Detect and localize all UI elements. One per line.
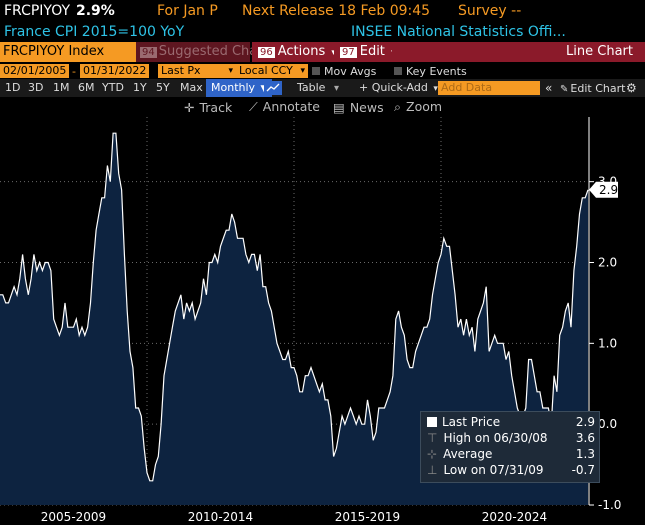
range-3d[interactable]: 3D — [28, 81, 44, 94]
for-label: For Jan P — [157, 3, 218, 19]
chart-grid — [0, 117, 588, 506]
range-1m[interactable]: 1M — [53, 81, 70, 94]
news-icon: ▤ — [333, 99, 345, 115]
gear-icon[interactable]: ⚙ — [626, 81, 637, 95]
x-tick-label: 2015-2019 — [335, 510, 400, 524]
x-tick-label: 2010-2014 — [188, 510, 253, 524]
range-ytd[interactable]: YTD — [102, 81, 124, 94]
chevron-down-icon: ▾ — [300, 66, 305, 76]
legend-box: Last Price 2.9 ⊤ High on 06/30/08 3.6 ⊹ Av… — [420, 411, 600, 483]
last-value-marker: 2.9 — [589, 181, 618, 198]
toolbar-row: FRCPIYOY Index 94 Suggested Charts 96 Acti… — [0, 42, 645, 62]
zoom-tool[interactable]: ⌕ Zoom — [394, 99, 443, 114]
price-field-select[interactable]: Last Px ▾ — [158, 64, 236, 78]
start-date-field[interactable]: 02/01/2005 — [0, 64, 70, 78]
y-tick-label: 0.0 — [598, 417, 617, 431]
checkbox-icon — [394, 66, 402, 75]
annotate-tool[interactable]: ⟋ Annotate — [249, 99, 320, 114]
high-marker-icon: ⊤ — [427, 431, 438, 445]
range-5y[interactable]: 5Y — [156, 81, 170, 94]
low-marker-icon: ⊥ — [427, 463, 438, 477]
suggested-charts-button[interactable]: 94 Suggested Charts — [136, 42, 274, 62]
chevron-down-icon: ▾ — [228, 66, 233, 76]
last-value-label: 2.9 — [599, 183, 618, 197]
chevron-down-icon: ▾ — [331, 48, 336, 58]
pencil-icon: ✎ — [560, 83, 569, 95]
collapse-icon[interactable]: « — [545, 81, 553, 95]
range-1y[interactable]: 1Y — [133, 81, 147, 94]
range-1d[interactable]: 1D — [5, 81, 21, 94]
table-button[interactable]: Table — [297, 81, 326, 94]
settings-row: 02/01/2005 - 01/31/2022 Last Px ▾ Local … — [0, 63, 645, 79]
y-tick-label: 1.0 — [598, 336, 617, 350]
line-chart-icon — [266, 83, 280, 92]
checkbox-icon — [312, 66, 320, 75]
average-marker-icon: ⊹ — [427, 447, 438, 461]
header-row: FRCPIYOY 2.9% For Jan P Next Release 18 … — [0, 0, 645, 22]
edit-chart-button[interactable]: ✎ Edit Chart — [560, 81, 626, 95]
chart-type-label[interactable]: Line Chart — [392, 42, 645, 62]
range-6m[interactable]: 6M — [78, 81, 95, 94]
index-field[interactable]: FRCPIYOY Index — [0, 42, 136, 62]
x-axis: 2005-2009 2010-2014 2015-2019 2020-2024 — [41, 510, 547, 524]
survey: Survey -- — [458, 3, 522, 19]
crosshair-icon: ✛ — [184, 99, 195, 115]
news-tool[interactable]: ▤ News — [333, 99, 384, 115]
description-row: France CPI 2015=100 YoY INSEE National S… — [0, 22, 645, 42]
legend-swatch-icon — [427, 417, 437, 427]
chevron-down-icon: ▾ — [433, 84, 438, 94]
series-line — [0, 132, 589, 482]
y-tick-label: -1.0 — [598, 498, 621, 512]
quick-add-button[interactable]: + Quick-Add ▾ — [359, 81, 438, 94]
track-tool[interactable]: ✛ Track — [184, 99, 233, 115]
legend-average: ⊹ Average 1.3 — [427, 447, 595, 461]
last-value: 2.9% — [76, 3, 115, 19]
annotate-icon: ⟋ — [249, 99, 258, 114]
chart-tools: ✛ Track ⟋ Annotate ▤ News ⌕ Zoom — [0, 97, 645, 117]
ticker: FRCPIYOY — [4, 3, 71, 19]
mov-avgs-checkbox[interactable]: Mov Avgs — [312, 65, 376, 78]
currency-select[interactable]: Local CCY ▾ — [236, 64, 308, 78]
date-separator: - — [72, 64, 76, 78]
add-data-input[interactable]: Add Data — [438, 81, 540, 95]
legend-low: ⊥ Low on 07/31/09 -0.7 — [427, 463, 595, 477]
legend-high: ⊤ High on 06/30/08 3.6 — [427, 431, 595, 445]
x-tick-label: 2020-2024 — [482, 510, 547, 524]
range-bar: 1D 3D 1M 6M YTD 1Y 5Y Max Monthly ▼ Tabl… — [0, 79, 645, 97]
series-description: France CPI 2015=100 YoY — [4, 24, 185, 40]
range-max[interactable]: Max — [180, 81, 203, 94]
end-date-field[interactable]: 01/31/2022 — [80, 64, 150, 78]
zoom-icon: ⌕ — [394, 99, 402, 114]
y-tick-label: 2.0 — [598, 256, 617, 270]
data-source: INSEE National Statistics Offi... — [351, 24, 566, 40]
legend-last-price: Last Price 2.9 — [427, 415, 595, 429]
next-release: Next Release 18 Feb 09:45 — [242, 3, 431, 19]
line-chart-toggle[interactable] — [264, 81, 282, 95]
x-tick-label: 2005-2009 — [41, 510, 106, 524]
frequency-select[interactable]: Monthly ▼ — [206, 79, 273, 97]
key-events-checkbox[interactable]: Key Events — [394, 65, 467, 78]
last-value-tag — [589, 181, 618, 198]
table-chevron-icon: ▾ — [334, 82, 340, 94]
